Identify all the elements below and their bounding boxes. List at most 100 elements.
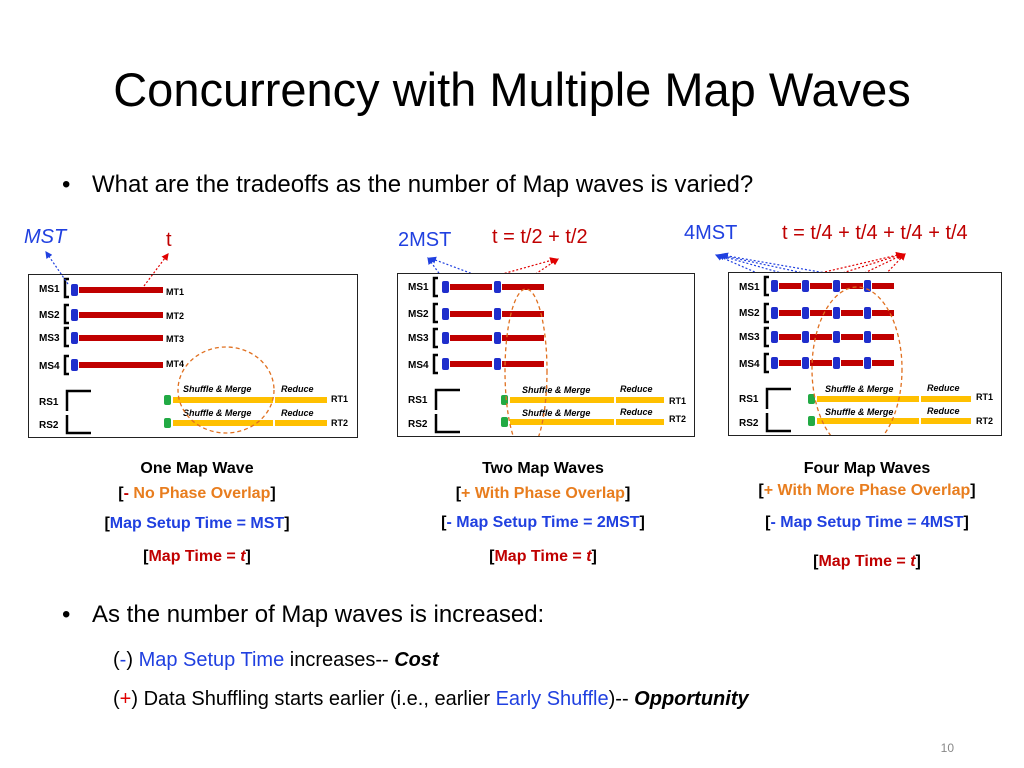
ms4-label: MS4 (739, 359, 760, 370)
map-bar (502, 335, 544, 341)
shuffle-start (164, 395, 171, 405)
bracket-open: [ (758, 482, 764, 499)
maptime-var: t (910, 553, 916, 570)
reduce-bar (616, 397, 664, 403)
bracket-close: ] (915, 553, 921, 570)
setup-block (442, 332, 449, 344)
map-bar (502, 311, 544, 317)
bracket (763, 302, 769, 324)
setup-block (802, 331, 809, 343)
reduce-label: Reduce (281, 384, 314, 394)
bracket (432, 302, 438, 324)
setup-block (442, 281, 449, 293)
paren-open: ( (113, 688, 120, 710)
map-bar (79, 335, 163, 341)
setup-block (494, 332, 501, 344)
rs1-label: RS1 (408, 395, 428, 406)
t-arrow (789, 251, 904, 281)
bracket-close: ] (591, 548, 597, 565)
phase-text: No Phase Overlap (133, 485, 271, 502)
setup-block (864, 357, 871, 369)
t-label-1: t (166, 229, 172, 251)
bracket-open: [ (455, 485, 462, 502)
reduce-label: Reduce (281, 408, 314, 418)
maptime-var: t (586, 548, 592, 565)
ms2-label: MS2 (39, 310, 60, 321)
bracket-close: ] (963, 514, 969, 531)
map-bar (810, 360, 832, 366)
rt1-label: RT1 (976, 392, 993, 402)
maptime-text: Map Time = (494, 548, 587, 565)
setup-block (802, 307, 809, 319)
ms2-label: MS2 (408, 309, 429, 320)
shuffle-start (501, 417, 508, 427)
bracket-close: ] (970, 482, 976, 499)
mst-label-3: 4MST (684, 222, 738, 244)
maptime-line-3: [Map Time = t] (722, 553, 1012, 571)
setup-block (864, 307, 871, 319)
map-bar (810, 283, 832, 289)
setup-block (494, 308, 501, 320)
bullet-dot: • (62, 601, 71, 628)
bracket-close: ] (624, 485, 631, 502)
cost-rest: increases-- (284, 649, 395, 671)
map-bar (779, 310, 801, 316)
page-number: 10 (940, 741, 954, 755)
caption-one-wave: One Map Wave (140, 460, 254, 477)
t-arrow (469, 257, 558, 284)
rs2-label: RS2 (408, 419, 428, 430)
setup-block (802, 280, 809, 292)
phase-line-3: [+ With More Phase Overlap] (722, 482, 1012, 500)
mst-label-2: 2MST (398, 229, 452, 251)
t-label-2: t = t/2 + t/2 (492, 226, 588, 248)
maptime-var: t (240, 548, 246, 565)
maptime-text: Map Time = (148, 548, 241, 565)
mst-arrow (45, 251, 69, 285)
opportunity-rest: Data Shuffling starts earlier (i.e., ear… (138, 688, 496, 710)
mt2-label: MT2 (166, 311, 184, 321)
ms4-label: MS4 (39, 361, 60, 372)
phase-line-1: [- No Phase Overlap] (72, 485, 322, 503)
setup-block (71, 359, 78, 371)
conclusion-bullet: • As the number of Map waves is increase… (62, 601, 544, 629)
reduce-label: Reduce (927, 383, 960, 393)
setup-block (833, 280, 840, 292)
bracket (765, 413, 791, 433)
phase-text: With Phase Overlap (474, 485, 625, 502)
reduce-bar (275, 397, 327, 403)
setup-sign: - (446, 514, 457, 531)
ms2-label: MS2 (739, 308, 760, 319)
plus-sign: + (119, 688, 132, 710)
conclusion-heading: As the number of Map waves is increased: (92, 601, 545, 628)
ms1-label: MS1 (739, 282, 760, 293)
setup-block (771, 307, 778, 319)
phase-text: With More Phase Overlap (777, 482, 971, 499)
mt3-label: MT3 (166, 334, 184, 344)
question-text: What are the tradeoffs as the number of … (92, 171, 754, 198)
map-bar (779, 283, 801, 289)
maptime-line-1: [Map Time = t] (72, 548, 322, 566)
rt2-label: RT2 (669, 414, 686, 424)
bracket (63, 277, 69, 299)
diagram-four-waves: MS1 MS2 MS3 MS4 RS1 RS2 (728, 272, 1002, 436)
shuffle-bar (817, 396, 919, 402)
question-bullet: • What are the tradeoffs as the number o… (62, 171, 753, 199)
t-arrow (143, 253, 169, 287)
shuffle-label: Shuffle & Merge (522, 408, 590, 418)
map-setup-time-term: Map Setup Time (133, 649, 285, 671)
reduce-bar (616, 419, 664, 425)
setup-block (71, 309, 78, 321)
setup-text: Map Setup Time = 4MST (780, 514, 964, 531)
bracket-open: [ (143, 548, 149, 565)
setup-line-1: [Map Setup Time = MST] (72, 515, 322, 533)
bracket-close: ] (245, 548, 251, 565)
rs2-label: RS2 (739, 418, 759, 429)
mt4-label: MT4 (166, 359, 184, 369)
ms4-label: MS4 (408, 360, 429, 371)
bracket (65, 389, 91, 411)
bullet-dot: • (62, 171, 71, 198)
shuffle-label: Shuffle & Merge (522, 385, 590, 395)
setup-line-2: [- Map Setup Time = 2MST] (410, 514, 676, 532)
bracket (434, 388, 460, 410)
bracket-close: ] (639, 514, 645, 531)
